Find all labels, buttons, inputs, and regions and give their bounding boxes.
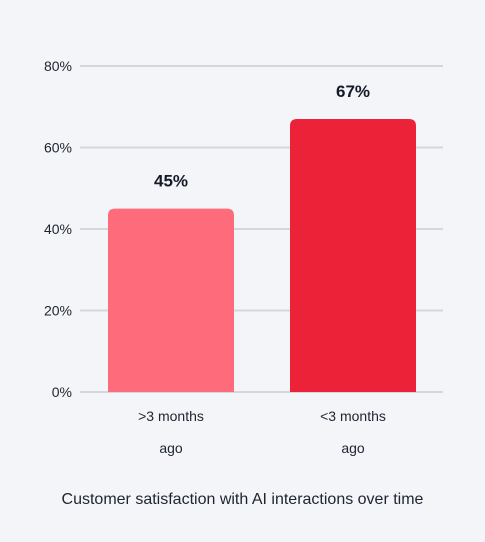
y-tick-label: 80% xyxy=(44,58,72,74)
x-category-label: >3 months xyxy=(138,408,204,424)
y-tick-label: 0% xyxy=(52,384,72,400)
y-axis-ticks: 0% 20% 40% 60% 80% xyxy=(44,58,72,400)
x-axis-categories: >3 months ago <3 months ago xyxy=(138,408,386,456)
x-category-label: ago xyxy=(159,440,183,456)
y-tick-label: 60% xyxy=(44,140,72,156)
bars xyxy=(108,118,416,392)
bar-chart: 0% 20% 40% 60% 80% 45% 67% >3 months ago <3 mon… xyxy=(44,58,443,456)
bar xyxy=(290,118,416,392)
y-tick-label: 40% xyxy=(44,221,72,237)
data-labels: 45% 67% xyxy=(154,82,370,191)
bar xyxy=(108,208,234,392)
data-label: 45% xyxy=(154,172,188,191)
x-category-label: ago xyxy=(341,440,365,456)
data-label: 67% xyxy=(336,82,370,101)
y-tick-label: 20% xyxy=(44,303,72,319)
chart-caption: Customer satisfaction with AI interactio… xyxy=(61,491,424,508)
x-category-label: <3 months xyxy=(320,408,386,424)
